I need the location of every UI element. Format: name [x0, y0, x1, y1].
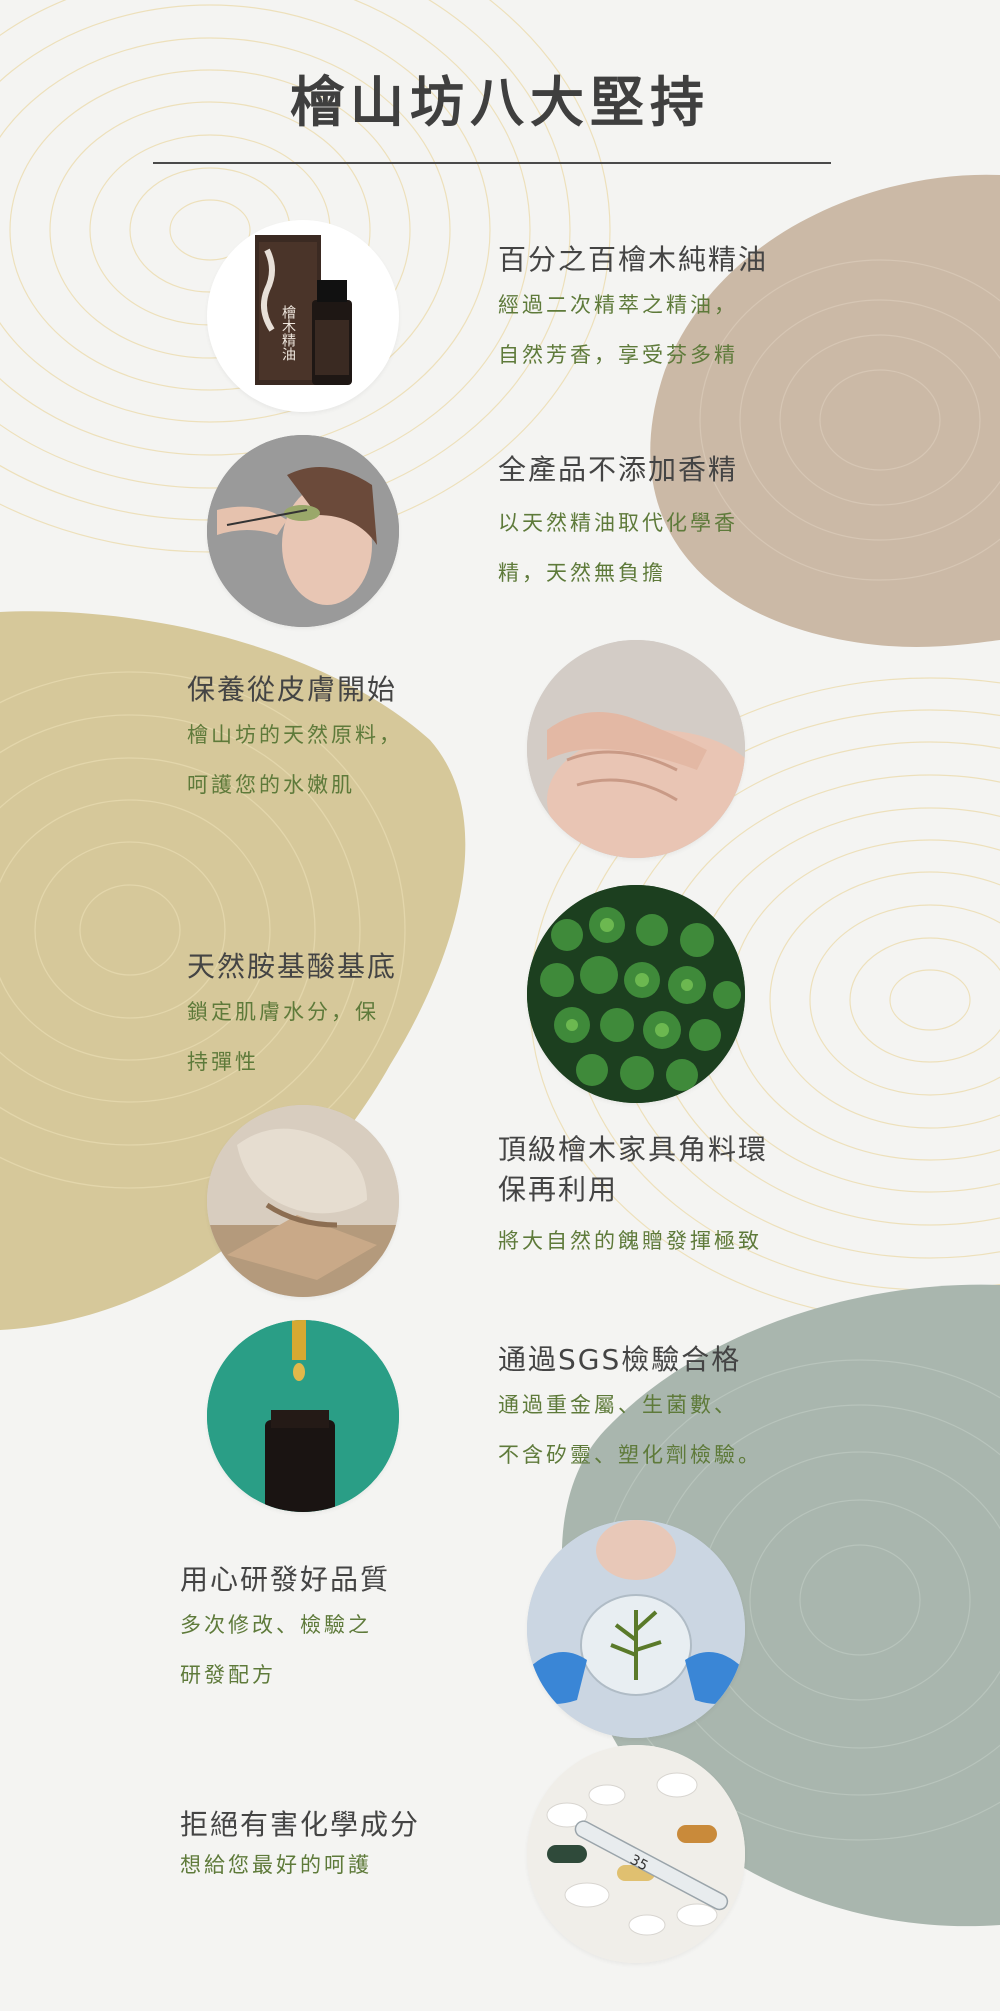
pills-thermometer-image: 35	[527, 1745, 745, 1963]
item-heading: 百分之百檜木純精油	[498, 243, 769, 276]
item-heading: 頂級檜木家具角料環 保再利用	[498, 1133, 769, 1206]
gold-blob	[0, 611, 466, 1330]
item-desc-line: 精，天然無負擔	[498, 561, 666, 585]
item-heading: 拒絕有害化學成分	[180, 1808, 421, 1841]
hand-on-skin-image	[527, 640, 745, 858]
svg-text:檜木精油: 檜木精油	[280, 304, 296, 361]
item-heading: 保養從皮膚開始	[187, 673, 398, 706]
item-desc-line: 以天然精油取代化學香	[498, 511, 738, 535]
page-title: 檜山坊八大堅持	[290, 71, 710, 134]
item-desc-line: 想給您最好的呵護	[180, 1853, 372, 1877]
item-desc-line: 通過重金屬、生菌數、	[498, 1393, 738, 1417]
item-desc-line: 將大自然的餽贈發揮極致	[498, 1229, 762, 1253]
item-5: 頂級檜木家具角料環 保再利用 將大自然的餽贈發揮極致	[498, 1130, 898, 1266]
item-desc-line: 研發配方	[180, 1663, 276, 1687]
item-4: 天然胺基酸基底 鎖定肌膚水分，保 持彈性	[187, 947, 547, 1087]
item-heading: 通過SGS檢驗合格	[498, 1343, 742, 1376]
item-desc-line: 呵護您的水嫩肌	[187, 773, 355, 797]
title-divider	[153, 162, 831, 164]
wood-carving-image	[207, 1105, 399, 1297]
item-desc-line: 不含矽靈、塑化劑檢驗。	[498, 1443, 762, 1467]
svg-text:35: 35	[627, 1852, 650, 1874]
forest-aerial-image	[527, 885, 745, 1103]
tan-blob	[650, 174, 1000, 647]
item-heading: 全產品不添加香精	[498, 453, 739, 486]
item-8: 拒絕有害化學成分 想給您最好的呵護	[180, 1805, 540, 1885]
dropper-bottle-image	[207, 1320, 399, 1512]
item-desc-line: 多次修改、檢驗之	[180, 1613, 372, 1637]
item-1: 百分之百檜木純精油 經過二次精萃之精油， 自然芳香，享受芬多精	[498, 240, 898, 380]
item-3: 保養從皮膚開始 檜山坊的天然原料， 呵護您的水嫩肌	[187, 670, 547, 810]
item-desc-line: 持彈性	[187, 1050, 259, 1074]
item-6: 通過SGS檢驗合格 通過重金屬、生菌數、 不含矽靈、塑化劑檢驗。	[498, 1340, 918, 1480]
item-2: 全產品不添加香精 以天然精油取代化學香 精，天然無負擔	[498, 450, 898, 598]
woman-with-leaf-image	[207, 435, 399, 627]
item-7: 用心研發好品質 多次修改、檢驗之 研發配方	[180, 1560, 540, 1700]
item-heading: 天然胺基酸基底	[187, 950, 398, 983]
item-desc-line: 鎖定肌膚水分，保	[187, 1000, 379, 1024]
item-desc-line: 檜山坊的天然原料，	[187, 723, 403, 747]
item-desc-line: 經過二次精萃之精油，	[498, 293, 738, 317]
item-heading: 用心研發好品質	[180, 1563, 391, 1596]
essential-oil-bottle-image: 檜木精油	[207, 220, 399, 412]
item-desc-line: 自然芳香，享受芬多精	[498, 343, 738, 367]
petri-dish-plant-image	[527, 1520, 745, 1738]
